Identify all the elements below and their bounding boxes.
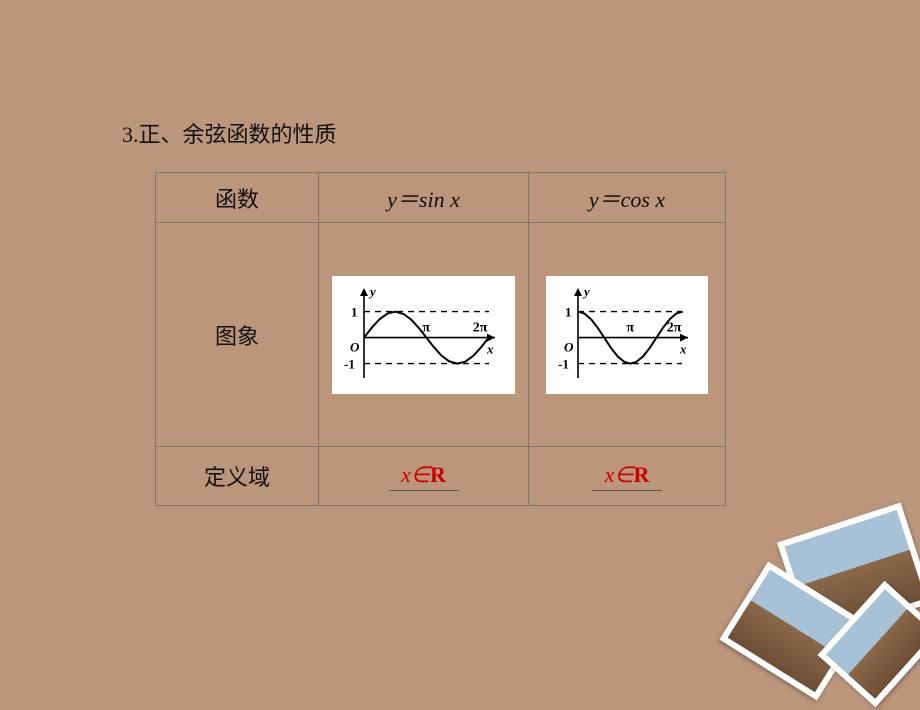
cos-graph-box: y x O 1 -1 π 2π bbox=[546, 276, 708, 394]
svg-text:π: π bbox=[626, 320, 634, 335]
svg-text:π: π bbox=[422, 320, 430, 335]
photo-stack-decor bbox=[720, 510, 920, 710]
sin-graph-box: y x O 1 -1 π 2π bbox=[332, 276, 515, 394]
graph-cos-cell: y x O 1 -1 π 2π bbox=[529, 223, 726, 447]
domain-sin-R: R bbox=[430, 462, 446, 487]
domain-cos-cell: x∈R bbox=[529, 447, 726, 506]
domain-row-label: 定义域 bbox=[156, 447, 319, 506]
domain-cos-value: x∈R bbox=[605, 462, 650, 487]
domain-cos-R: R bbox=[634, 462, 650, 487]
properties-table: 函数 y＝sin x y＝cos x 图象 y x O 1 -1 π 2π y x O 1 -1 π 2… bbox=[155, 172, 726, 506]
header-cos: y＝cos x bbox=[529, 173, 726, 223]
domain-sin-value: x∈R bbox=[401, 462, 446, 487]
fn-sin: y＝sin x bbox=[387, 187, 460, 212]
fn-cos: y＝cos x bbox=[589, 187, 665, 212]
header-label: 函数 bbox=[156, 173, 319, 223]
table-header-row: 函数 y＝sin x y＝cos x bbox=[156, 173, 726, 223]
svg-text:1: 1 bbox=[565, 304, 572, 319]
svg-text:x: x bbox=[486, 341, 494, 356]
section-title: 3.正、余弦函数的性质 bbox=[122, 117, 337, 149]
svg-text:y: y bbox=[368, 284, 376, 299]
domain-cos-x: x bbox=[605, 462, 615, 487]
svg-text:1: 1 bbox=[351, 304, 358, 319]
underline-icon bbox=[592, 490, 662, 491]
cos-graph: y x O 1 -1 π 2π bbox=[554, 282, 700, 388]
sin-graph: y x O 1 -1 π 2π bbox=[340, 282, 507, 388]
svg-text:2π: 2π bbox=[667, 320, 682, 335]
graph-sin-cell: y x O 1 -1 π 2π bbox=[319, 223, 529, 447]
svg-text:x: x bbox=[679, 341, 687, 356]
header-sin: y＝sin x bbox=[319, 173, 529, 223]
svg-text:O: O bbox=[564, 339, 574, 354]
svg-text:y: y bbox=[582, 284, 590, 299]
table-graph-row: 图象 y x O 1 -1 π 2π y x O 1 -1 π 2π bbox=[156, 223, 726, 447]
table-domain-row: 定义域 x∈R x∈R bbox=[156, 447, 726, 506]
svg-text:-1: -1 bbox=[558, 356, 569, 371]
domain-sin-x: x bbox=[401, 462, 411, 487]
underline-icon bbox=[389, 490, 459, 491]
graph-row-label: 图象 bbox=[156, 223, 319, 447]
domain-sin-cell: x∈R bbox=[319, 447, 529, 506]
svg-text:2π: 2π bbox=[473, 320, 488, 335]
svg-text:O: O bbox=[350, 339, 360, 354]
svg-text:-1: -1 bbox=[344, 356, 355, 371]
